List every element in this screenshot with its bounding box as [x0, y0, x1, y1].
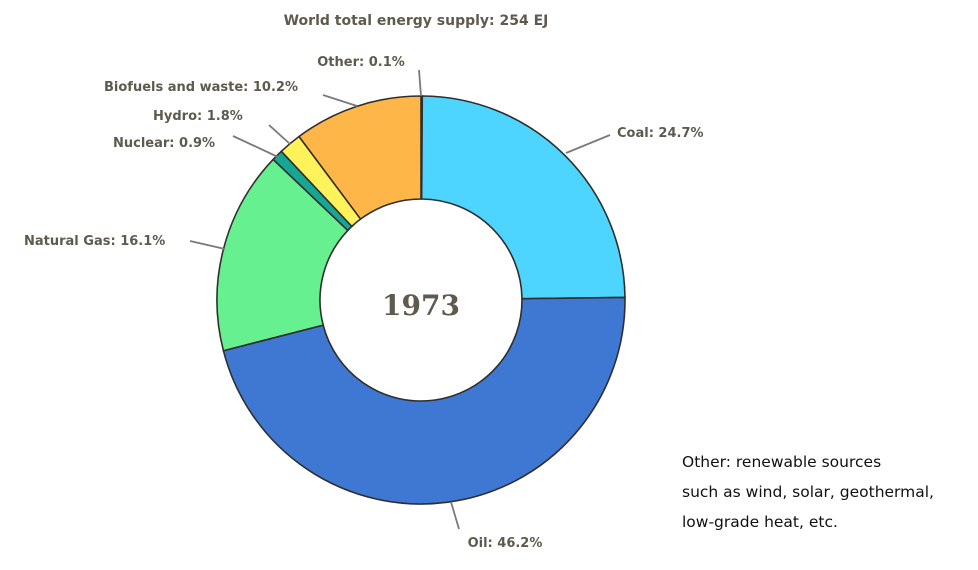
leader-line: [565, 134, 611, 154]
donut-slice-oil: [222, 296, 626, 505]
slice-label-natural-gas: Natural Gas: 16.1%: [24, 234, 165, 249]
slice-labels: Other: 0.1% Coal: 24.7% Oil: 46.2% Natural …: [24, 55, 704, 551]
slice-label-oil: Oil: 46.2%: [468, 536, 543, 551]
footnote-line: low-grade heat, etc.: [682, 513, 838, 531]
footnote-line: such as wind, solar, geothermal,: [682, 483, 934, 501]
slice-label-biofuels-and-waste: Biofuels and waste: 10.2%: [104, 80, 298, 95]
slice-label-hydro: Hydro: 1.8%: [153, 109, 243, 124]
leader-line: [189, 240, 226, 250]
leader-line: [450, 501, 460, 530]
leader-line: [232, 135, 279, 158]
donut-slices: [216, 95, 626, 505]
chart-title: World total energy supply: 254 EJ: [284, 13, 549, 29]
donut-slice-coal: [420, 95, 626, 300]
footnote: Other: renewable sources such as wind, s…: [682, 447, 974, 537]
slice-label-coal: Coal: 24.7%: [617, 126, 704, 141]
leader-line: [268, 124, 291, 145]
center-year-label: 1973: [382, 289, 460, 322]
leader-lines: [189, 69, 611, 530]
leader-line: [322, 94, 358, 107]
slice-label-other: Other: 0.1%: [317, 55, 405, 70]
slice-label-nuclear: Nuclear: 0.9%: [113, 136, 215, 151]
leader-line: [418, 69, 422, 97]
donut-slice-natural-gas: [216, 158, 349, 352]
footnote-line: Other: renewable sources: [682, 453, 882, 471]
